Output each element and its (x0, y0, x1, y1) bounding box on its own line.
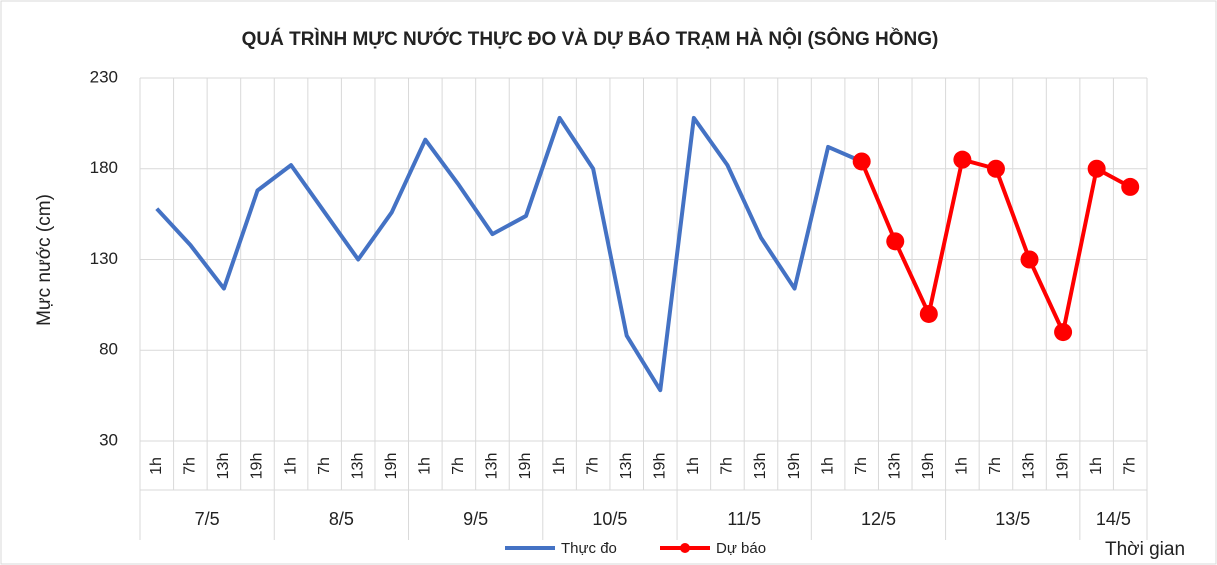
x-tick-label: 1h (819, 457, 836, 475)
x-tick-label: 7h (450, 457, 467, 475)
point-marker (1054, 323, 1073, 342)
x-tick-label: 1h (1088, 457, 1105, 475)
point-marker (919, 304, 938, 323)
x-tick-label: 19h (249, 453, 266, 480)
x-tick-label: 19h (517, 453, 534, 480)
point-marker (852, 152, 871, 171)
x-tick-label: 19h (920, 453, 937, 480)
y-tick-label: 80 (99, 340, 118, 359)
x-axis-label: Thời gian (1105, 539, 1185, 560)
x-tick-label: 1h (685, 457, 702, 475)
point-marker (886, 232, 905, 251)
y-tick-label: 130 (90, 249, 118, 268)
x-tick-label: 19h (786, 453, 803, 480)
x-tick-label: 19h (383, 453, 400, 480)
x-tick-label: 1h (282, 457, 299, 475)
group-label: 10/5 (592, 509, 627, 529)
group-label: 12/5 (861, 509, 896, 529)
point-marker (1020, 250, 1039, 269)
x-tick-label: 1h (954, 457, 971, 475)
x-tick-label: 7h (719, 457, 736, 475)
x-tick-label: 13h (215, 453, 232, 480)
x-tick-label: 19h (1054, 453, 1071, 480)
group-label: 13/5 (995, 509, 1030, 529)
x-tick-label: 13h (752, 453, 769, 480)
series-line (155, 115, 863, 393)
x-tick-label: 1h (148, 457, 165, 475)
x-tick-label: 13h (618, 453, 635, 480)
y-axis-label: Mực nước (cm) (34, 194, 55, 326)
x-tick-label: 19h (652, 453, 669, 480)
x-tick-label: 1h (551, 457, 568, 475)
point-marker (1121, 177, 1140, 196)
y-tick-label: 230 (90, 67, 118, 86)
group-label: 9/5 (463, 509, 488, 529)
point-marker (1087, 159, 1106, 178)
x-tick-label: 7h (1121, 457, 1138, 475)
x-tick-label: 7h (584, 457, 601, 475)
y-tick-label: 180 (90, 158, 118, 177)
x-tick-label: 7h (853, 457, 870, 475)
x-tick-label: 7h (182, 457, 199, 475)
x-tick-label: 13h (1021, 453, 1038, 480)
x-tick-label: 1h (417, 457, 434, 475)
legend-label: Dự báo (716, 540, 766, 557)
y-tick-label: 30 (99, 430, 118, 449)
group-label: 14/5 (1096, 509, 1131, 529)
x-tick-label: 13h (484, 453, 501, 480)
group-label: 7/5 (195, 509, 220, 529)
group-label: 11/5 (727, 509, 761, 529)
x-tick-label: 13h (349, 453, 366, 480)
x-tick-label: 7h (316, 457, 333, 475)
x-tick-label: 7h (987, 457, 1004, 475)
point-marker (953, 150, 972, 169)
group-label: 8/5 (329, 509, 354, 529)
legend-marker (680, 543, 690, 553)
legend-label: Thực đo (561, 540, 617, 557)
x-tick-label: 13h (886, 453, 903, 480)
point-marker (986, 159, 1005, 178)
chart-title: QUÁ TRÌNH MỰC NƯỚC THỰC ĐO VÀ DỰ BÁO TRẠ… (242, 28, 939, 50)
